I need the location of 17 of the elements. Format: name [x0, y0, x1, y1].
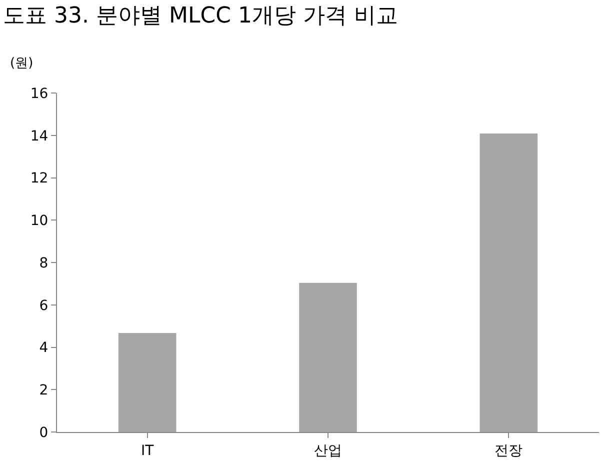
y-tick-label: 16 [30, 86, 48, 102]
y-tick-label: 4 [39, 340, 48, 356]
y-axis-title: (원) [10, 56, 34, 71]
y-tick-label: 10 [30, 213, 48, 230]
bar [299, 282, 357, 432]
x-tick-label: 전장 [494, 442, 523, 459]
y-tick-label: 0 [39, 424, 48, 441]
x-tick-label: 산업 [314, 442, 342, 459]
y-tick-label: 2 [39, 382, 48, 399]
x-tick-label: IT [140, 442, 154, 459]
bar [118, 333, 176, 432]
y-tick-label: 12 [30, 170, 48, 187]
y-tick-label: 14 [30, 128, 48, 144]
y-tick-label: 6 [39, 298, 48, 314]
bar [480, 133, 538, 432]
y-tick-label: 8 [39, 255, 48, 272]
chart-title: 도표 33. 분야별 MLCC 1개당 가격 비교 [3, 4, 398, 29]
